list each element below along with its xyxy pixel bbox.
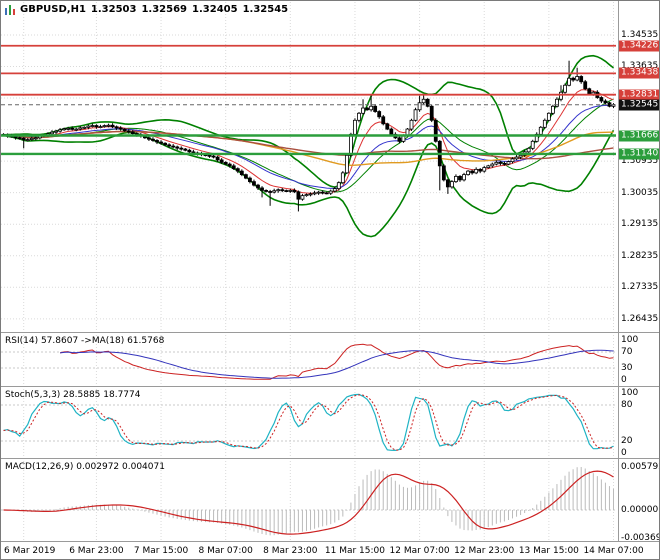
price-scale-separator: [618, 1, 619, 541]
bollinger-middle-band: [3, 98, 614, 193]
price-low: 1.32405: [192, 4, 238, 15]
pane-separator[interactable]: [1, 458, 659, 459]
pane-separator[interactable]: [1, 332, 659, 333]
stochastic-d-line: [3, 394, 614, 451]
price-scale-axis[interactable]: [619, 1, 659, 541]
time-axis-separator: [1, 541, 659, 542]
chart-icon: [5, 4, 15, 15]
macd-indicator-label: MACD(12,26,9) 0.002972 0.004071: [5, 462, 165, 472]
macd-signal-line: [3, 470, 614, 535]
sma-96-line: [3, 130, 614, 160]
ema-20-line: [3, 104, 614, 189]
pane-separator[interactable]: [1, 386, 659, 387]
rsi-line: [59, 343, 614, 380]
symbol-timeframe: GBPUSD,H1: [20, 4, 86, 15]
chart-header: GBPUSD,H1 1.32503 1.32569 1.32405 1.3254…: [5, 4, 288, 15]
rsi-indicator-label: RSI(14) 57.8607 ->MA(18) 61.5768: [5, 336, 165, 346]
stochastic-indicator-label: Stoch(5,3,3) 28.5885 18.7774: [5, 390, 141, 400]
price-close: 1.32545: [242, 4, 289, 15]
stochastic-k-line: [3, 393, 614, 452]
macd-histogram: [7, 467, 614, 536]
price-high: 1.32569: [141, 4, 188, 15]
bollinger-upper-band: [3, 54, 614, 188]
bollinger-lower-band: [3, 129, 615, 238]
candles: [1, 60, 616, 212]
time-axis[interactable]: [1, 542, 659, 559]
rsi-ma-line: [60, 349, 614, 379]
price-open: 1.32503: [90, 4, 137, 15]
